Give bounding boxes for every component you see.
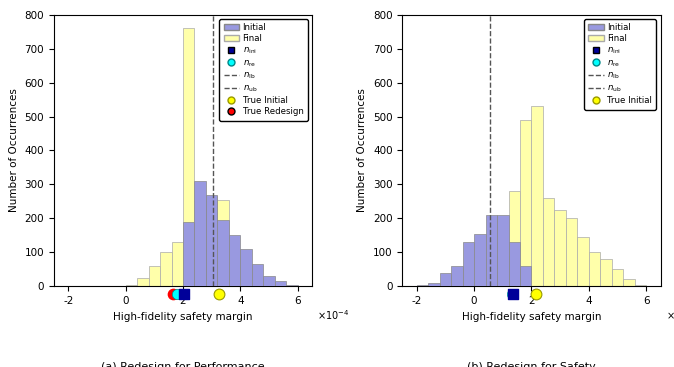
Point	[214, 291, 224, 297]
Bar	[497, 215, 508, 286]
Point	[508, 291, 518, 297]
X-axis label: High-fidelity safety margin: High-fidelity safety margin	[462, 312, 601, 321]
Bar	[566, 218, 578, 286]
Bar	[171, 242, 183, 286]
Point	[530, 291, 541, 297]
Bar	[485, 215, 497, 286]
Bar	[578, 237, 589, 286]
Bar	[241, 249, 252, 286]
Text: (b) Redesign for Safety: (b) Redesign for Safety	[467, 362, 596, 367]
Bar	[229, 235, 241, 286]
Bar	[520, 120, 532, 286]
Point	[179, 291, 190, 297]
Bar	[195, 201, 206, 286]
Point	[172, 291, 183, 297]
Bar	[439, 273, 451, 286]
Bar	[451, 266, 462, 286]
Bar	[125, 284, 137, 286]
Bar	[508, 242, 520, 286]
Bar	[543, 198, 555, 286]
Bar	[275, 281, 286, 286]
Bar	[218, 220, 229, 286]
Bar	[601, 259, 612, 286]
Bar	[286, 284, 298, 286]
Bar	[462, 242, 474, 286]
Bar	[148, 266, 160, 286]
Bar	[218, 200, 229, 286]
Bar	[183, 222, 195, 286]
Bar	[264, 276, 275, 286]
Bar	[532, 106, 543, 286]
Bar	[555, 210, 566, 286]
Bar	[195, 181, 206, 286]
Bar	[183, 28, 195, 286]
Text: $\times10^{-4}$: $\times10^{-4}$	[317, 308, 350, 322]
Bar	[589, 252, 601, 286]
Point	[507, 291, 518, 297]
Bar	[428, 283, 439, 286]
Legend: Initial, Final, $n_\mathregular{ini}$, $n_\mathregular{re}$, $n_\mathregular{lb}: Initial, Final, $n_\mathregular{ini}$, $…	[584, 19, 656, 109]
Y-axis label: Number of Occurrences: Number of Occurrences	[9, 88, 19, 212]
Bar	[497, 256, 508, 286]
Bar	[137, 278, 148, 286]
Bar	[612, 269, 623, 286]
Bar	[206, 196, 218, 286]
Bar	[508, 191, 520, 286]
Bar	[417, 285, 428, 286]
Legend: Initial, Final, $n_\mathregular{ini}$, $n_\mathregular{re}$, $n_\mathregular{lb}: Initial, Final, $n_\mathregular{ini}$, $…	[219, 19, 308, 121]
Bar	[623, 280, 635, 286]
Bar	[206, 195, 218, 286]
Bar	[520, 266, 532, 286]
Text: $\times10^{-4}$: $\times10^{-4}$	[666, 308, 674, 322]
Y-axis label: Number of Occurrences: Number of Occurrences	[357, 88, 367, 212]
Point	[168, 291, 179, 297]
Bar	[474, 234, 485, 286]
Text: (a) Redesign for Performance: (a) Redesign for Performance	[101, 362, 265, 367]
X-axis label: High-fidelity safety margin: High-fidelity safety margin	[113, 312, 253, 321]
Bar	[252, 264, 264, 286]
Bar	[635, 284, 646, 286]
Bar	[160, 252, 171, 286]
